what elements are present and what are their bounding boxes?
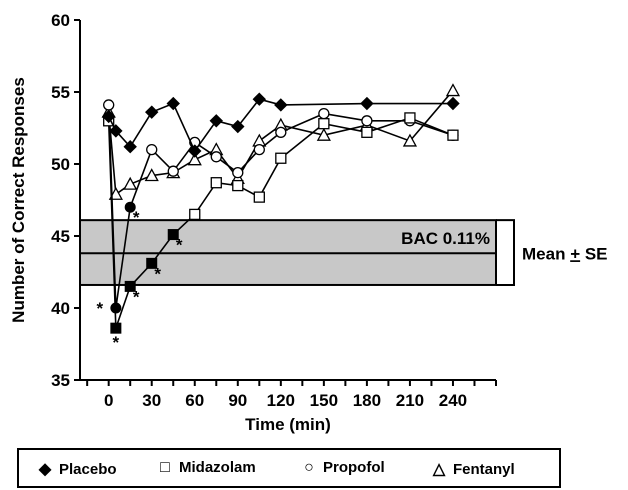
data-point [231,119,245,134]
bac-band-label: BAC 0.11% [401,229,490,248]
data-point [361,115,373,127]
open-circle-icon: ○ [304,459,314,476]
series-midazolam [103,112,459,334]
data-point [210,177,222,189]
x-tick-label: 150 [310,391,338,410]
data-point [253,191,265,203]
y-tick-label: 60 [51,11,70,30]
ticks: 35 40 45 50 55 60 0 30 60 90 120 150 180 210 240 [51,11,497,410]
data-point [108,186,123,200]
legend: ◆ Placebo □ Midazolam ○ Propofol △ Fentanyl [17,448,561,488]
series [101,83,461,334]
data-point [109,124,123,138]
legend-item-placebo: ◆ Placebo [37,459,117,479]
legend-label-fentanyl: Fentanyl [453,461,515,478]
x-tick-label: 30 [142,391,161,410]
y-tick-label: 35 [51,371,70,390]
data-point [188,144,202,158]
data-point [232,166,244,179]
y-tick-label: 55 [51,83,70,102]
significance-asterisk: * [154,264,161,283]
line-chart: BAC 0.11% Mean + SE 35 40 45 50 55 60 0 30 60 90 1… [9,11,608,434]
data-point [101,109,116,124]
data-point [275,152,287,164]
data-point [316,127,331,141]
series-line [107,104,454,309]
significance-asterisk: * [113,333,120,352]
data-point [146,143,158,156]
x-tick-label: 180 [353,391,381,410]
data-point [166,96,180,111]
data-point [124,201,136,213]
legend-item-midazolam: □ Midazolam [157,459,256,477]
data-point [252,92,267,106]
filled-diamond-icon: ◆ [38,461,52,478]
x-tick-label: 90 [228,391,247,410]
y-tick-label: 45 [51,227,70,246]
data-point [145,105,159,119]
significance-asterisk: * [133,287,140,306]
data-point [144,168,159,182]
bac-band: BAC 0.11% Mean + SE [79,219,608,286]
significance-asterisk: * [97,299,104,318]
significance-asterisk: * [176,236,183,255]
bracket-label-mean: Mean [522,244,570,263]
x-tick-label: 240 [439,391,467,410]
data-point [402,133,418,147]
data-point [253,143,265,156]
data-point [167,165,179,177]
open-square-icon: □ [160,459,170,476]
bracket-label-se: SE [580,244,607,263]
legend-item-fentanyl: △ Fentanyl [431,459,515,479]
data-point [446,96,460,111]
legend-label-placebo: Placebo [59,461,117,478]
data-point [124,280,136,292]
x-tick-label: 120 [267,391,295,410]
data-point [361,126,373,138]
axes [79,20,496,381]
annotations: * * * * * * [97,208,183,352]
mean-se-bracket [496,219,515,286]
mean-se-label: Mean + SE [522,244,608,263]
data-point [146,257,158,269]
significance-asterisk: * [133,208,140,227]
data-point [187,152,202,166]
data-point [167,229,179,241]
legend-label-midazolam: Midazolam [179,459,256,476]
data-point [189,208,201,221]
data-point [123,176,138,190]
open-triangle-icon: △ [432,461,446,478]
data-point [318,107,330,120]
data-point [275,126,287,138]
data-point [232,179,244,192]
y-tick-label: 50 [51,155,70,174]
data-point [210,151,222,163]
y-tick-label: 40 [51,299,70,318]
x-tick-label: 0 [104,391,113,410]
legend-label-propofol: Propofol [323,459,385,476]
data-point [123,140,137,154]
data-point [360,96,374,111]
data-point [404,112,416,124]
data-point [103,99,115,111]
y-axis-title: Number of Correct Responses [9,77,28,323]
x-tick-label: 210 [396,391,424,410]
data-point [447,129,459,141]
series-placebo [101,92,460,158]
data-point [445,83,461,97]
x-tick-label: 60 [185,391,204,410]
data-point [318,118,330,130]
data-point [274,98,288,112]
x-axis-title: Time (min) [245,415,331,434]
data-point [209,114,223,128]
legend-item-propofol: ○ Propofol [301,459,385,477]
bracket-label-plus: + [570,244,580,263]
data-point [110,322,122,334]
